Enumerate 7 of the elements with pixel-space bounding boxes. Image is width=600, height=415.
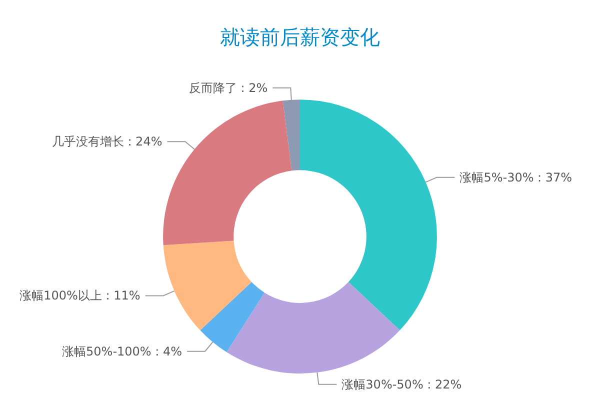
slice-label: 涨幅50%-100% : 4% — [62, 344, 182, 358]
slice-label: 涨幅5%-30% : 37% — [460, 170, 572, 184]
slice-label: 几乎没有增长 : 24% — [52, 134, 162, 149]
slice-label: 反而降了 : 2% — [188, 80, 268, 95]
slice-label: 涨幅100%以上 : 11% — [20, 288, 140, 303]
chart-title: 就读前后薪资变化 — [220, 25, 380, 49]
slice-label: 涨幅30%-50% : 22% — [342, 377, 462, 392]
